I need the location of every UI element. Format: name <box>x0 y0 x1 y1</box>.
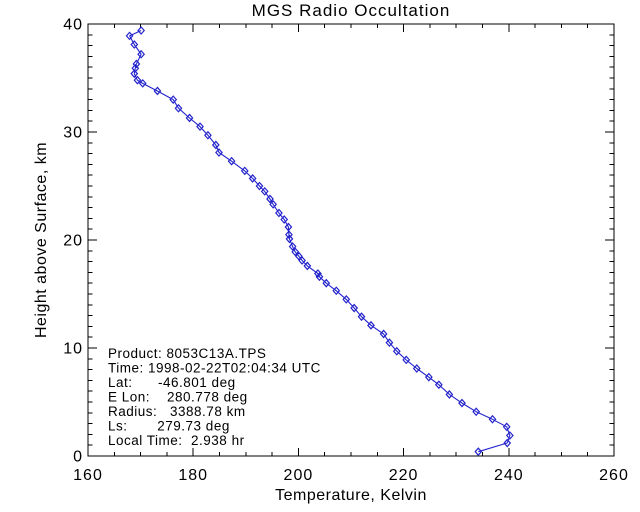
data-point-marker <box>392 346 401 356</box>
data-point-marker <box>196 122 204 132</box>
data-point-marker <box>260 186 269 196</box>
data-point-marker <box>169 95 178 105</box>
x-tick-label: 180 <box>178 467 208 484</box>
y-tick-label: 20 <box>63 233 83 250</box>
data-point-marker <box>204 130 212 140</box>
data-point-marker <box>315 272 324 282</box>
data-point-marker <box>424 372 433 382</box>
x-tick-label: 200 <box>284 467 314 484</box>
y-axis-title: Height above Surface, km <box>33 142 50 338</box>
data-point-marker <box>342 294 351 304</box>
data-point-marker <box>211 140 220 150</box>
data-point-marker <box>227 156 236 166</box>
axes-layer: 160 180 200 220 240 260 0 10 20 30 40 <box>63 17 629 485</box>
data-point-marker <box>357 312 366 322</box>
annotation-line-radius: Radius: 3388.78 km <box>108 404 246 419</box>
data-point-marker <box>291 247 300 257</box>
y-tick-label: 10 <box>63 341 83 358</box>
x-axis-title: Temperature, Kelvin <box>275 487 427 504</box>
data-point-marker <box>313 269 322 278</box>
data-point-marker <box>255 181 264 191</box>
data-point-marker <box>269 199 278 209</box>
data-point-marker <box>215 148 223 157</box>
annotation-line-time: Time: 1998-02-22T02:04:34 UTC <box>108 361 321 376</box>
data-point-marker <box>284 222 293 232</box>
data-point-marker <box>266 194 274 204</box>
data-point-marker <box>137 26 146 35</box>
data-point-marker <box>434 380 443 390</box>
data-point-marker <box>503 438 512 448</box>
x-tick-label: 240 <box>494 467 524 484</box>
y-tick-label: 0 <box>73 449 83 466</box>
annotation-line-localtime: Local Time: 2.938 hr <box>108 433 245 448</box>
series-layer <box>125 26 514 457</box>
data-point-marker <box>502 422 511 432</box>
data-point-marker <box>133 75 142 85</box>
data-point-marker <box>445 390 454 399</box>
data-point-marker <box>322 278 331 288</box>
temperature-profile-line <box>129 30 511 453</box>
data-point-marker <box>474 447 483 457</box>
data-point-marker <box>137 49 146 59</box>
data-point-marker <box>298 256 306 265</box>
data-point-marker <box>458 398 466 408</box>
data-point-marker <box>138 78 147 88</box>
data-point-marker <box>125 31 134 41</box>
data-point-marker <box>275 208 283 218</box>
data-point-marker <box>412 364 421 373</box>
data-point-marker <box>132 59 141 69</box>
x-tick-label: 220 <box>389 467 419 484</box>
data-point-marker <box>472 407 481 417</box>
data-point-marker <box>303 261 312 271</box>
y-tick-label: 30 <box>63 125 83 142</box>
y-axis-ticks <box>88 23 614 457</box>
annotation-line-lat: Lat: -46.801 deg <box>108 375 236 390</box>
data-point-marker <box>240 166 249 176</box>
data-point-marker <box>285 234 294 244</box>
data-point-marker <box>174 103 183 113</box>
data-point-marker <box>248 174 257 183</box>
y-tick-label: 40 <box>63 17 83 34</box>
profile-markers <box>125 26 514 457</box>
data-point-marker <box>350 303 359 313</box>
data-point-marker <box>130 69 139 79</box>
metadata-annotation: Product: 8053C13A.TPS Time: 1998-02-22T0… <box>108 346 321 448</box>
data-point-marker <box>379 329 388 339</box>
x-axis-ticks <box>87 24 615 456</box>
data-point-marker <box>285 230 293 240</box>
data-point-marker <box>185 113 194 123</box>
data-point-marker <box>385 338 394 348</box>
annotation-line-ls: Ls: 279.73 deg <box>108 419 230 434</box>
data-point-marker <box>130 40 139 49</box>
data-point-marker <box>280 215 289 224</box>
chart-title: MGS Radio Occultation <box>252 1 451 20</box>
data-point-marker <box>402 355 411 365</box>
data-point-marker <box>153 86 162 96</box>
annotation-line-elon: E Lon: 280.778 deg <box>108 390 248 405</box>
data-point-marker <box>488 414 497 424</box>
annotation-line-product: Product: 8053C13A.TPS <box>108 346 266 361</box>
data-point-marker <box>288 242 297 251</box>
x-tick-label: 160 <box>73 467 103 484</box>
data-point-marker <box>505 431 514 440</box>
data-point-marker <box>367 320 375 330</box>
x-tick-label: 260 <box>599 467 629 484</box>
data-point-marker <box>332 286 341 296</box>
